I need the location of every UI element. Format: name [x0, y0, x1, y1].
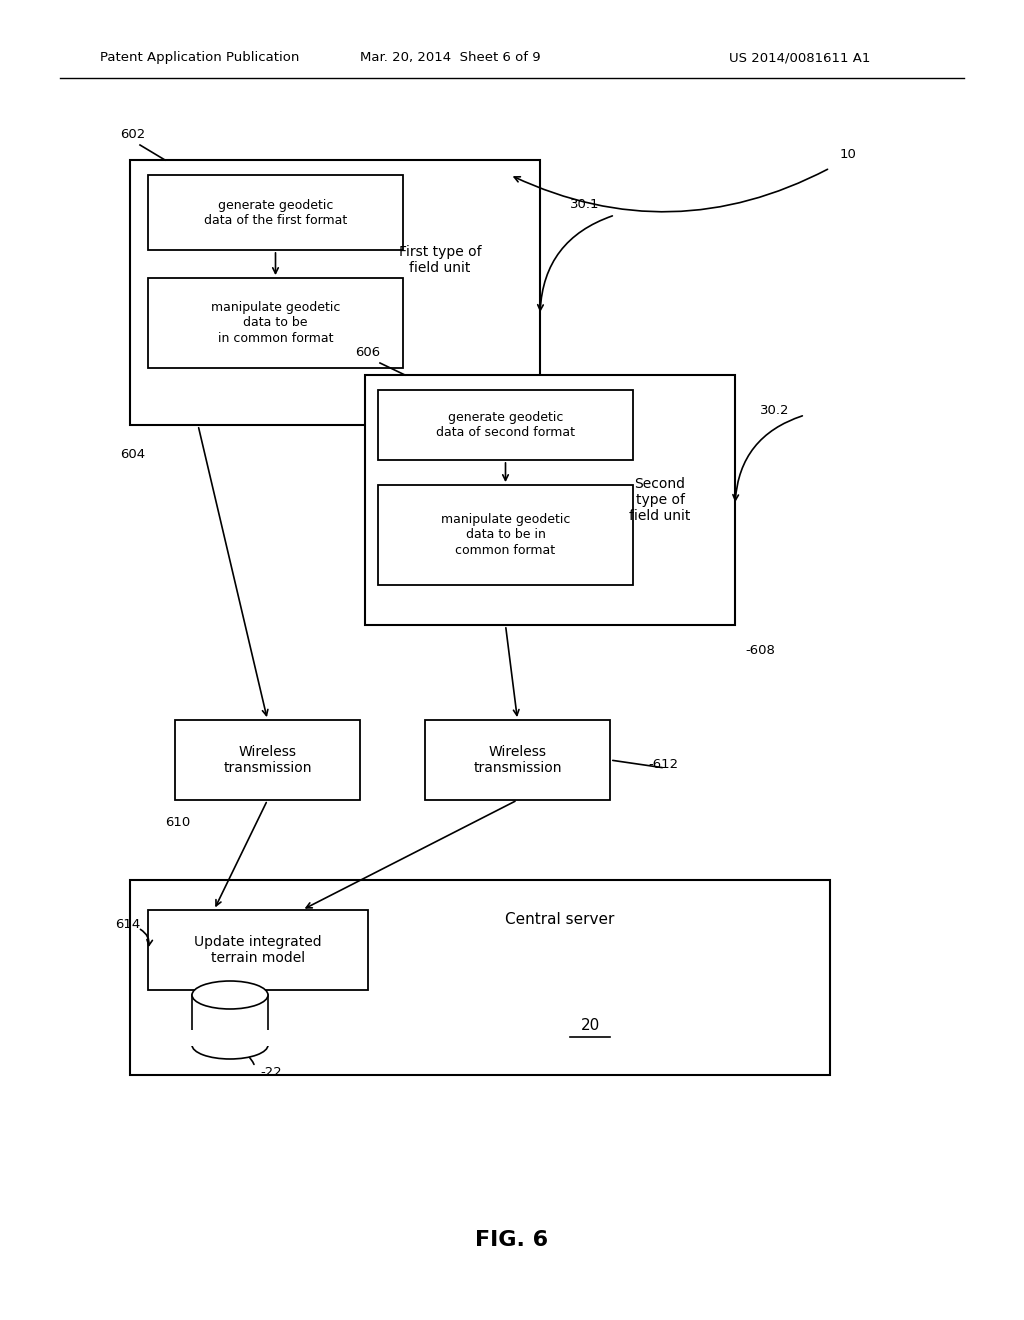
Bar — [148, 909, 368, 990]
Text: 606: 606 — [355, 346, 380, 359]
Text: Patent Application Publication: Patent Application Publication — [100, 51, 299, 65]
Text: 10: 10 — [840, 149, 857, 161]
Text: 30.1: 30.1 — [570, 198, 599, 211]
Text: -22: -22 — [260, 1067, 282, 1080]
Text: Update integrated
terrain model: Update integrated terrain model — [195, 935, 322, 965]
Text: 20: 20 — [581, 1018, 600, 1032]
Text: -612: -612 — [648, 759, 678, 771]
Text: Mar. 20, 2014  Sheet 6 of 9: Mar. 20, 2014 Sheet 6 of 9 — [359, 51, 541, 65]
Bar — [130, 160, 540, 425]
Bar — [191, 1030, 269, 1045]
Bar — [378, 484, 633, 585]
Bar — [365, 375, 735, 624]
Bar — [378, 389, 633, 459]
Text: -608: -608 — [745, 644, 775, 656]
Text: 602: 602 — [120, 128, 145, 141]
Bar — [425, 719, 610, 800]
Bar — [175, 719, 360, 800]
Text: Wireless
transmission: Wireless transmission — [223, 744, 311, 775]
Text: generate geodetic
data of the first format: generate geodetic data of the first form… — [204, 198, 347, 227]
Bar — [148, 176, 403, 249]
Text: Central server: Central server — [505, 912, 614, 928]
Bar — [193, 995, 268, 1045]
Text: 30.2: 30.2 — [760, 404, 790, 417]
Ellipse shape — [193, 981, 268, 1008]
Ellipse shape — [193, 1031, 268, 1059]
Bar — [130, 880, 830, 1074]
Text: First type of
field unit: First type of field unit — [398, 246, 481, 275]
Bar — [148, 279, 403, 368]
Text: generate geodetic
data of second format: generate geodetic data of second format — [436, 411, 575, 440]
Text: 614: 614 — [115, 919, 140, 932]
Text: 610: 610 — [165, 816, 190, 829]
Text: 604: 604 — [120, 449, 145, 462]
Text: manipulate geodetic
data to be in
common format: manipulate geodetic data to be in common… — [440, 513, 570, 557]
Text: Wireless
transmission: Wireless transmission — [473, 744, 562, 775]
Text: FIG. 6: FIG. 6 — [475, 1230, 549, 1250]
Text: manipulate geodetic
data to be
in common format: manipulate geodetic data to be in common… — [211, 301, 340, 345]
Text: Second
type of
field unit: Second type of field unit — [630, 477, 690, 523]
Text: US 2014/0081611 A1: US 2014/0081611 A1 — [729, 51, 870, 65]
